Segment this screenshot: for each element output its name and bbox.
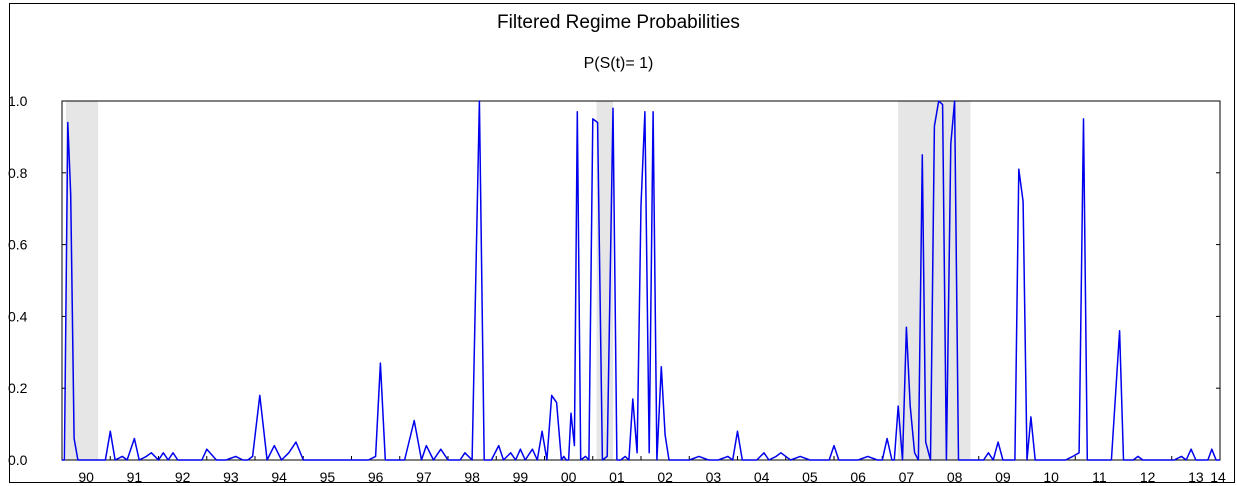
x-tick-label: 92 <box>175 469 191 485</box>
x-tick-label: 95 <box>320 469 336 485</box>
y-tick-label: 1.0 <box>8 93 28 109</box>
y-tick-label: 0.6 <box>8 237 28 253</box>
x-tick-label: 05 <box>802 469 818 485</box>
y-tick-label: 0.0 <box>8 452 28 468</box>
y-tick-label: 0.8 <box>8 165 28 181</box>
x-tick-label: 09 <box>995 469 1011 485</box>
x-tick-label: 02 <box>657 469 673 485</box>
x-tick-label: 03 <box>706 469 722 485</box>
x-tick-label: 04 <box>754 469 770 485</box>
x-tick-label: 11 <box>1092 469 1107 485</box>
chart-title: Filtered Regime Probabilities <box>497 12 740 33</box>
x-tick-label: 99 <box>513 469 529 485</box>
x-tick-label: 06 <box>850 469 866 485</box>
x-tick-label: 90 <box>78 469 94 485</box>
x-tick-label: 07 <box>899 469 915 485</box>
x-tick-label: 12 <box>1140 469 1156 485</box>
x-tick-label: 00 <box>561 469 577 485</box>
x-tick-label: 08 <box>947 469 963 485</box>
x-tick-label: 14 <box>1210 469 1226 485</box>
x-tick-label: 96 <box>368 469 384 485</box>
x-tick-label: 98 <box>464 469 480 485</box>
x-tick-label: 13 <box>1188 469 1204 485</box>
series-line <box>62 100 1220 461</box>
shaded-period <box>65 101 99 460</box>
x-tick-label: 91 <box>127 469 143 485</box>
x-tick-label: 01 <box>609 469 625 485</box>
x-tick-label: 94 <box>271 469 287 485</box>
y-tick-label: 0.2 <box>8 380 28 396</box>
chart-frame <box>9 3 1235 483</box>
y-tick-label: 0.4 <box>8 308 28 324</box>
chart-subtitle: P(S(t)= 1) <box>583 55 654 72</box>
x-tick-label: 97 <box>416 469 432 485</box>
plot-area <box>61 100 1221 461</box>
x-tick-label: 93 <box>223 469 239 485</box>
x-tick-label: 10 <box>1043 469 1059 485</box>
